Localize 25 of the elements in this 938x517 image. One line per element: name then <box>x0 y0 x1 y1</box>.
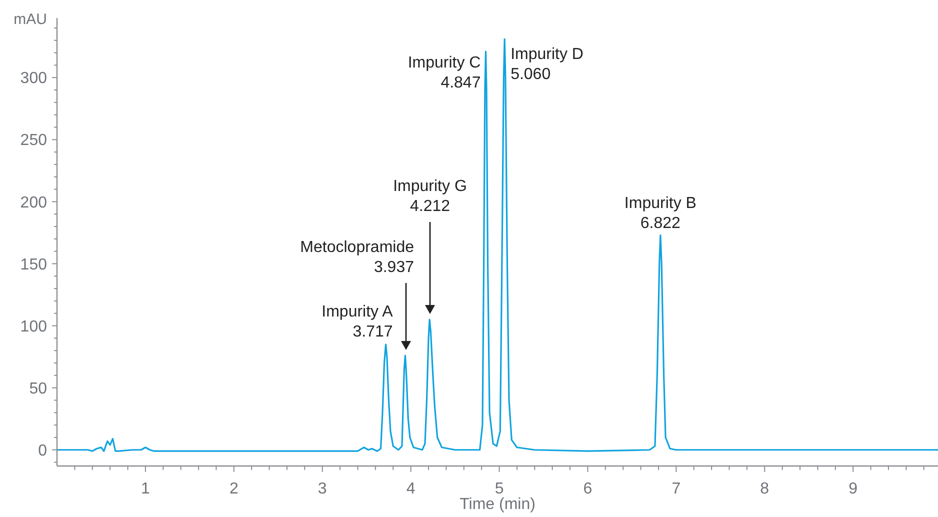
x-tick-label: 1 <box>141 480 150 498</box>
annotation: Impurity G 4.212 <box>393 178 467 215</box>
y-tick-label: 200 <box>20 194 48 212</box>
annotation: Metoclopramide 3.937 <box>300 239 414 276</box>
y-axis-title: mAU <box>14 11 47 28</box>
x-tick-label: 2 <box>229 480 238 498</box>
x-tick-label: 7 <box>672 480 681 498</box>
y-tick-label: 300 <box>20 70 48 88</box>
x-tick-label: 9 <box>848 480 858 498</box>
x-axis-title: Time (min) <box>460 496 536 513</box>
annotation: Impurity B 6.822 <box>624 195 696 232</box>
y-tick-label: 150 <box>20 256 48 274</box>
x-tick-label: 6 <box>583 480 592 498</box>
y-tick-label: 100 <box>20 318 48 336</box>
y-tick-label: 50 <box>29 380 48 398</box>
x-tick-label: 3 <box>318 480 327 498</box>
y-tick-label: 0 <box>38 442 48 460</box>
annotation: Impurity D 5.060 <box>510 46 584 84</box>
annotation: Impurity C 4.847 <box>408 54 481 92</box>
y-tick-label: 250 <box>20 132 48 150</box>
x-tick-label: 4 <box>406 480 416 498</box>
annotation: Impurity A 3.717 <box>322 303 394 340</box>
x-tick-label: 8 <box>760 480 770 498</box>
x-tick-label: 5 <box>494 480 504 498</box>
line-series <box>57 38 938 452</box>
